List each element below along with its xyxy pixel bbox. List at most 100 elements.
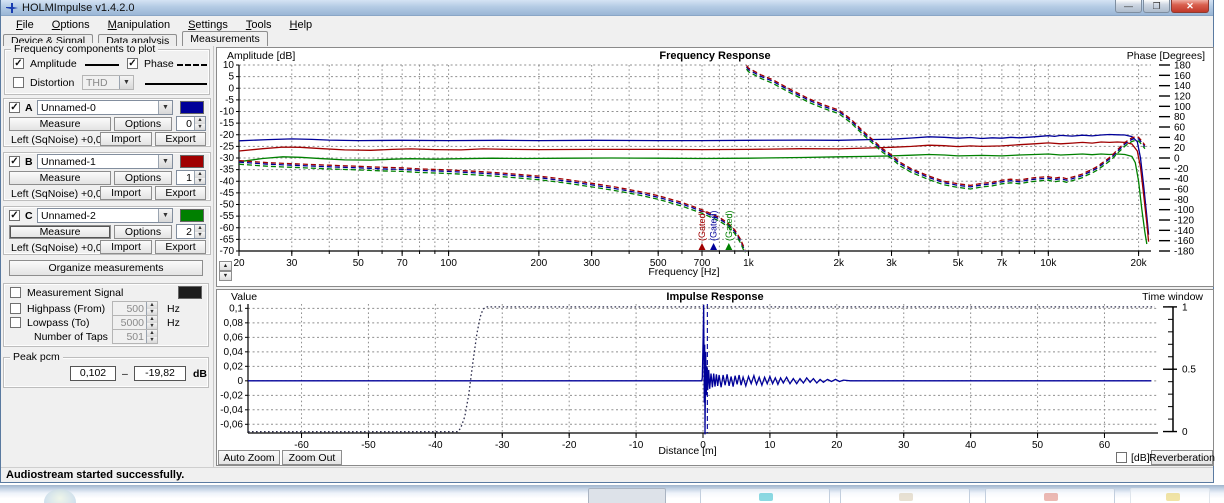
peak-separator: – — [122, 368, 128, 380]
plot-options-title: Frequency components to plot — [11, 43, 159, 55]
menu-settings[interactable]: Settings — [188, 18, 228, 31]
spin-down-icon: ▼ — [195, 231, 205, 238]
svg-text:-45: -45 — [220, 188, 235, 199]
slot-b-color-swatch[interactable] — [180, 155, 204, 168]
svg-text:-160: -160 — [1174, 236, 1194, 247]
spin-down-icon: ▼ — [195, 177, 205, 184]
slot-a-measure-button[interactable]: Measure — [9, 117, 111, 131]
taskbar-button[interactable] — [700, 488, 830, 503]
slot-c-export-button[interactable]: Export — [155, 240, 206, 254]
minimize-button[interactable]: — — [1115, 0, 1142, 13]
svg-text:-20: -20 — [562, 440, 577, 451]
taps-spinner[interactable]: 501 ▲ ▼ — [112, 329, 158, 344]
lowpass-checkbox[interactable] — [10, 317, 21, 328]
svg-text:0: 0 — [228, 83, 234, 94]
slot-c-checkbox[interactable] — [9, 210, 20, 221]
slot-a-letter: A — [25, 102, 33, 114]
taskbar-button[interactable] — [985, 488, 1115, 503]
peak-unit: dB — [193, 368, 207, 380]
amplitude-scale-spinner[interactable]: ▲ ▼ — [219, 261, 232, 281]
slot-a-color-swatch[interactable] — [180, 101, 204, 114]
close-button[interactable]: ✕ — [1171, 0, 1209, 13]
measurement-signal-swatch[interactable] — [178, 286, 202, 299]
svg-text:5: 5 — [228, 72, 234, 83]
slot-a-channel-spinner[interactable]: 0 ▲ ▼ — [176, 116, 206, 131]
highpass-spinner[interactable]: 500 ▲ ▼ — [112, 301, 158, 316]
lowpass-label: Lowpass (To) — [27, 317, 90, 329]
slot-a-checkbox[interactable] — [9, 102, 20, 113]
spin-down-icon: ▼ — [147, 322, 157, 329]
svg-text:-15: -15 — [220, 118, 235, 129]
slot-c-group: C Unnamed-2 ▼ Measure Options 2 ▲▼ Left … — [3, 206, 211, 255]
slot-a-import-button[interactable]: Import — [100, 132, 152, 146]
db-checkbox[interactable] — [1116, 452, 1127, 463]
slot-c-measure-button[interactable]: Measure — [9, 225, 111, 239]
svg-text:100: 100 — [440, 258, 457, 269]
slot-a-gain-label: Left (SqNoise) +0,0dB — [11, 134, 115, 146]
taskbar-button[interactable] — [840, 488, 970, 503]
slot-c-channel-spinner[interactable]: 2 ▲ ▼ — [176, 224, 206, 239]
slot-b-options-button[interactable]: Options — [114, 171, 172, 185]
slot-b-name-combo[interactable]: Unnamed-1 ▼ — [37, 154, 173, 169]
svg-text:0: 0 — [1182, 427, 1188, 438]
slot-c-color-swatch[interactable] — [180, 209, 204, 222]
taskbar-button[interactable] — [588, 488, 666, 503]
freq-right-axis-title: Phase [Degrees] — [1126, 50, 1205, 62]
spin-down-icon[interactable]: ▼ — [219, 271, 232, 281]
zoom-out-button[interactable]: Zoom Out — [282, 450, 342, 465]
svg-text:120: 120 — [1174, 92, 1191, 103]
svg-text:10: 10 — [223, 60, 235, 71]
svg-text:-5: -5 — [225, 95, 234, 106]
impulse-response-chart[interactable]: 0,1 0,08 0,06 0,04 0,02 0 -0,02 -0,04 -0,06 -60 -5… — [217, 290, 1213, 465]
svg-text:-20: -20 — [1174, 164, 1189, 175]
menu-file[interactable]: File — [16, 18, 34, 31]
menu-manipulation[interactable]: Manipulation — [107, 18, 171, 31]
menu-options[interactable]: Options — [51, 18, 90, 31]
slot-c-name-combo[interactable]: Unnamed-2 ▼ — [37, 208, 173, 223]
organize-measurements-button[interactable]: Organize measurements — [9, 260, 203, 276]
highpass-checkbox[interactable] — [10, 303, 21, 314]
svg-text:10k: 10k — [1040, 258, 1057, 269]
spin-up-icon[interactable]: ▲ — [219, 261, 232, 271]
reverberation-button[interactable]: Reverberation — [1149, 450, 1215, 465]
auto-zoom-button[interactable]: Auto Zoom — [218, 450, 280, 465]
frequency-response-chart[interactable]: 1050-5-10-15-20-25-30-35-40-45-50-55-60-… — [217, 48, 1213, 286]
slot-b-channel-spinner[interactable]: 1 ▲ ▼ — [176, 170, 206, 185]
distortion-combo[interactable]: THD ▼ — [82, 75, 134, 90]
amplitude-checkbox[interactable] — [13, 58, 24, 69]
lowpass-spinner[interactable]: 5000 ▲ ▼ — [112, 315, 158, 330]
spin-up-icon: ▲ — [195, 171, 205, 178]
restore-button[interactable]: ❐ — [1143, 0, 1170, 13]
distortion-checkbox[interactable] — [13, 77, 24, 88]
peak-pcm-title: Peak pcm — [10, 351, 63, 363]
slot-a-export-button[interactable]: Export — [155, 132, 206, 146]
title-bar[interactable]: HOLMImpulse v1.4.2.0 — ❐ ✕ — [1, 0, 1213, 16]
measurement-signal-checkbox[interactable] — [10, 287, 21, 298]
slot-a-options-button[interactable]: Options — [114, 117, 172, 131]
taskbar-button[interactable] — [1130, 488, 1210, 503]
slot-b-import-button[interactable]: Import — [100, 186, 152, 200]
svg-text:50: 50 — [1032, 440, 1044, 451]
start-orb[interactable] — [44, 489, 76, 503]
slot-b-export-button[interactable]: Export — [155, 186, 206, 200]
slot-b-measure-button[interactable]: Measure — [9, 171, 111, 185]
svg-text:60: 60 — [1174, 123, 1186, 134]
phase-checkbox[interactable] — [127, 58, 138, 69]
svg-text:1: 1 — [1182, 302, 1188, 313]
tab-measurements[interactable]: Measurements — [182, 31, 268, 46]
slot-b-checkbox[interactable] — [9, 156, 20, 167]
slot-c-options-button[interactable]: Options — [114, 225, 172, 239]
spin-up-icon: ▲ — [195, 117, 205, 124]
svg-text:7k: 7k — [997, 258, 1009, 269]
slot-a-name-combo[interactable]: Unnamed-0 ▼ — [37, 100, 173, 115]
svg-text:40: 40 — [965, 440, 977, 451]
slot-c-import-button[interactable]: Import — [100, 240, 152, 254]
menu-tools[interactable]: Tools — [245, 18, 272, 31]
measurement-signal-label: Measurement Signal — [27, 287, 124, 299]
svg-text:20: 20 — [1174, 143, 1186, 154]
svg-text:80: 80 — [1174, 112, 1186, 123]
spin-up-icon: ▲ — [195, 225, 205, 232]
menu-help[interactable]: Help — [289, 18, 313, 31]
db-label: [dB] — [1131, 452, 1150, 464]
impulse-xaxis-title: Distance [m] — [658, 445, 717, 457]
